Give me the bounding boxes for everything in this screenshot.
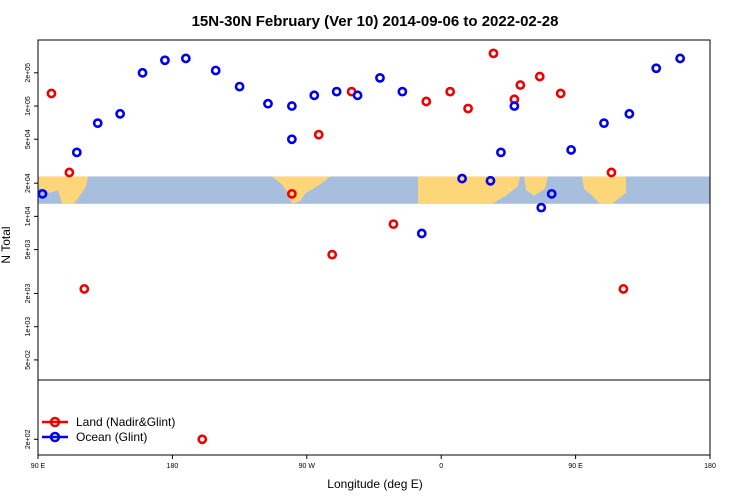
x-tick-label: 0 — [439, 463, 443, 470]
ocean-point — [509, 101, 520, 111]
land-point — [463, 103, 473, 114]
land-point — [46, 88, 57, 99]
x-tick-label: 90 E — [31, 463, 46, 470]
plot-frame — [37, 39, 711, 456]
y-axis: 2e+02 5e+02 1e+03 2e+03 5e+03 1e+04 2e+04 5e+04… — [25, 63, 38, 449]
x-tick-label: 90 W — [299, 463, 316, 470]
ocean-point — [457, 173, 468, 184]
land-point — [555, 88, 566, 99]
map-land-0 — [38, 176, 88, 204]
chart-title: 15N-30N February (Ver 10) 2014-09-06 to … — [192, 13, 559, 30]
x-axis-label: Longitude (deg E) — [327, 477, 422, 491]
land-point — [197, 434, 208, 445]
map-land-1 — [272, 176, 330, 204]
ocean-point — [71, 147, 82, 158]
legend-entry-land: Land (Nadir&Glint) — [42, 415, 175, 429]
ocean-point — [37, 188, 48, 199]
legend-ocean-marker — [49, 431, 61, 443]
land-point — [606, 167, 617, 178]
ocean-point — [624, 108, 635, 119]
land-point — [327, 249, 338, 260]
y-tick-label: 2e+05 — [25, 63, 32, 83]
y-tick-label: 2e+03 — [25, 284, 32, 304]
x-tick-label: 90 E — [568, 463, 583, 470]
legend-land-label: Land (Nadir&Glint) — [76, 415, 175, 429]
land-point — [534, 71, 545, 82]
ocean-point — [416, 228, 427, 239]
ocean-point — [546, 188, 557, 199]
ocean-point — [286, 101, 297, 111]
ocean-point — [234, 81, 245, 92]
x-tick-label: 180 — [167, 463, 179, 470]
y-tick-label: 5e+02 — [25, 350, 32, 370]
land-point — [421, 96, 432, 107]
land-point — [64, 167, 75, 178]
data-points — [37, 48, 686, 445]
map-land-3 — [524, 176, 548, 196]
land-point — [79, 284, 90, 294]
ocean-point — [115, 108, 126, 119]
x-axis: 90 E 180 90 W 0 90 E 180 — [31, 455, 716, 470]
world-map-band — [38, 176, 710, 204]
map-land-4 — [582, 176, 626, 204]
y-tick-label: 1e+04 — [25, 206, 32, 226]
ocean-point — [496, 147, 506, 158]
ocean-point — [309, 90, 320, 101]
y-tick-label: 1e+05 — [25, 96, 32, 116]
y-tick-label: 2e+04 — [25, 173, 32, 193]
ocean-point — [137, 67, 148, 78]
land-point — [445, 86, 456, 97]
ocean-point — [566, 145, 577, 155]
legend-land-marker — [49, 416, 61, 428]
x-tick-label: 180 — [704, 463, 716, 470]
land-point — [388, 219, 399, 230]
land-point — [286, 188, 297, 199]
ocean-point — [651, 63, 662, 74]
y-tick-label: 1e+03 — [25, 317, 32, 337]
ocean-point — [599, 118, 609, 129]
ocean-point — [331, 86, 342, 97]
y-tick-label: 5e+04 — [25, 129, 32, 149]
ocean-point — [397, 86, 408, 97]
ocean-point — [675, 53, 686, 64]
legend-ocean-label: Ocean (Glint) — [76, 430, 147, 444]
ocean-point — [375, 72, 385, 83]
y-axis-label: N Total — [0, 226, 13, 263]
land-point — [618, 284, 629, 294]
ocean-point — [286, 134, 297, 145]
ocean-point — [180, 53, 191, 64]
ocean-point — [485, 175, 496, 186]
ocean-point — [160, 55, 170, 66]
y-tick-label: 5e+03 — [25, 240, 32, 260]
ocean-point — [536, 202, 547, 213]
y-tick-label: 2e+02 — [25, 429, 32, 449]
ocean-point — [352, 90, 363, 101]
land-point — [515, 80, 526, 90]
ocean-point — [92, 118, 103, 129]
ocean-point — [263, 98, 273, 109]
land-point — [313, 129, 324, 140]
legend: Land (Nadir&Glint) Ocean (Glint) — [42, 415, 175, 444]
legend-entry-ocean: Ocean (Glint) — [42, 430, 147, 444]
ocean-point — [210, 65, 221, 76]
land-point — [488, 48, 499, 59]
